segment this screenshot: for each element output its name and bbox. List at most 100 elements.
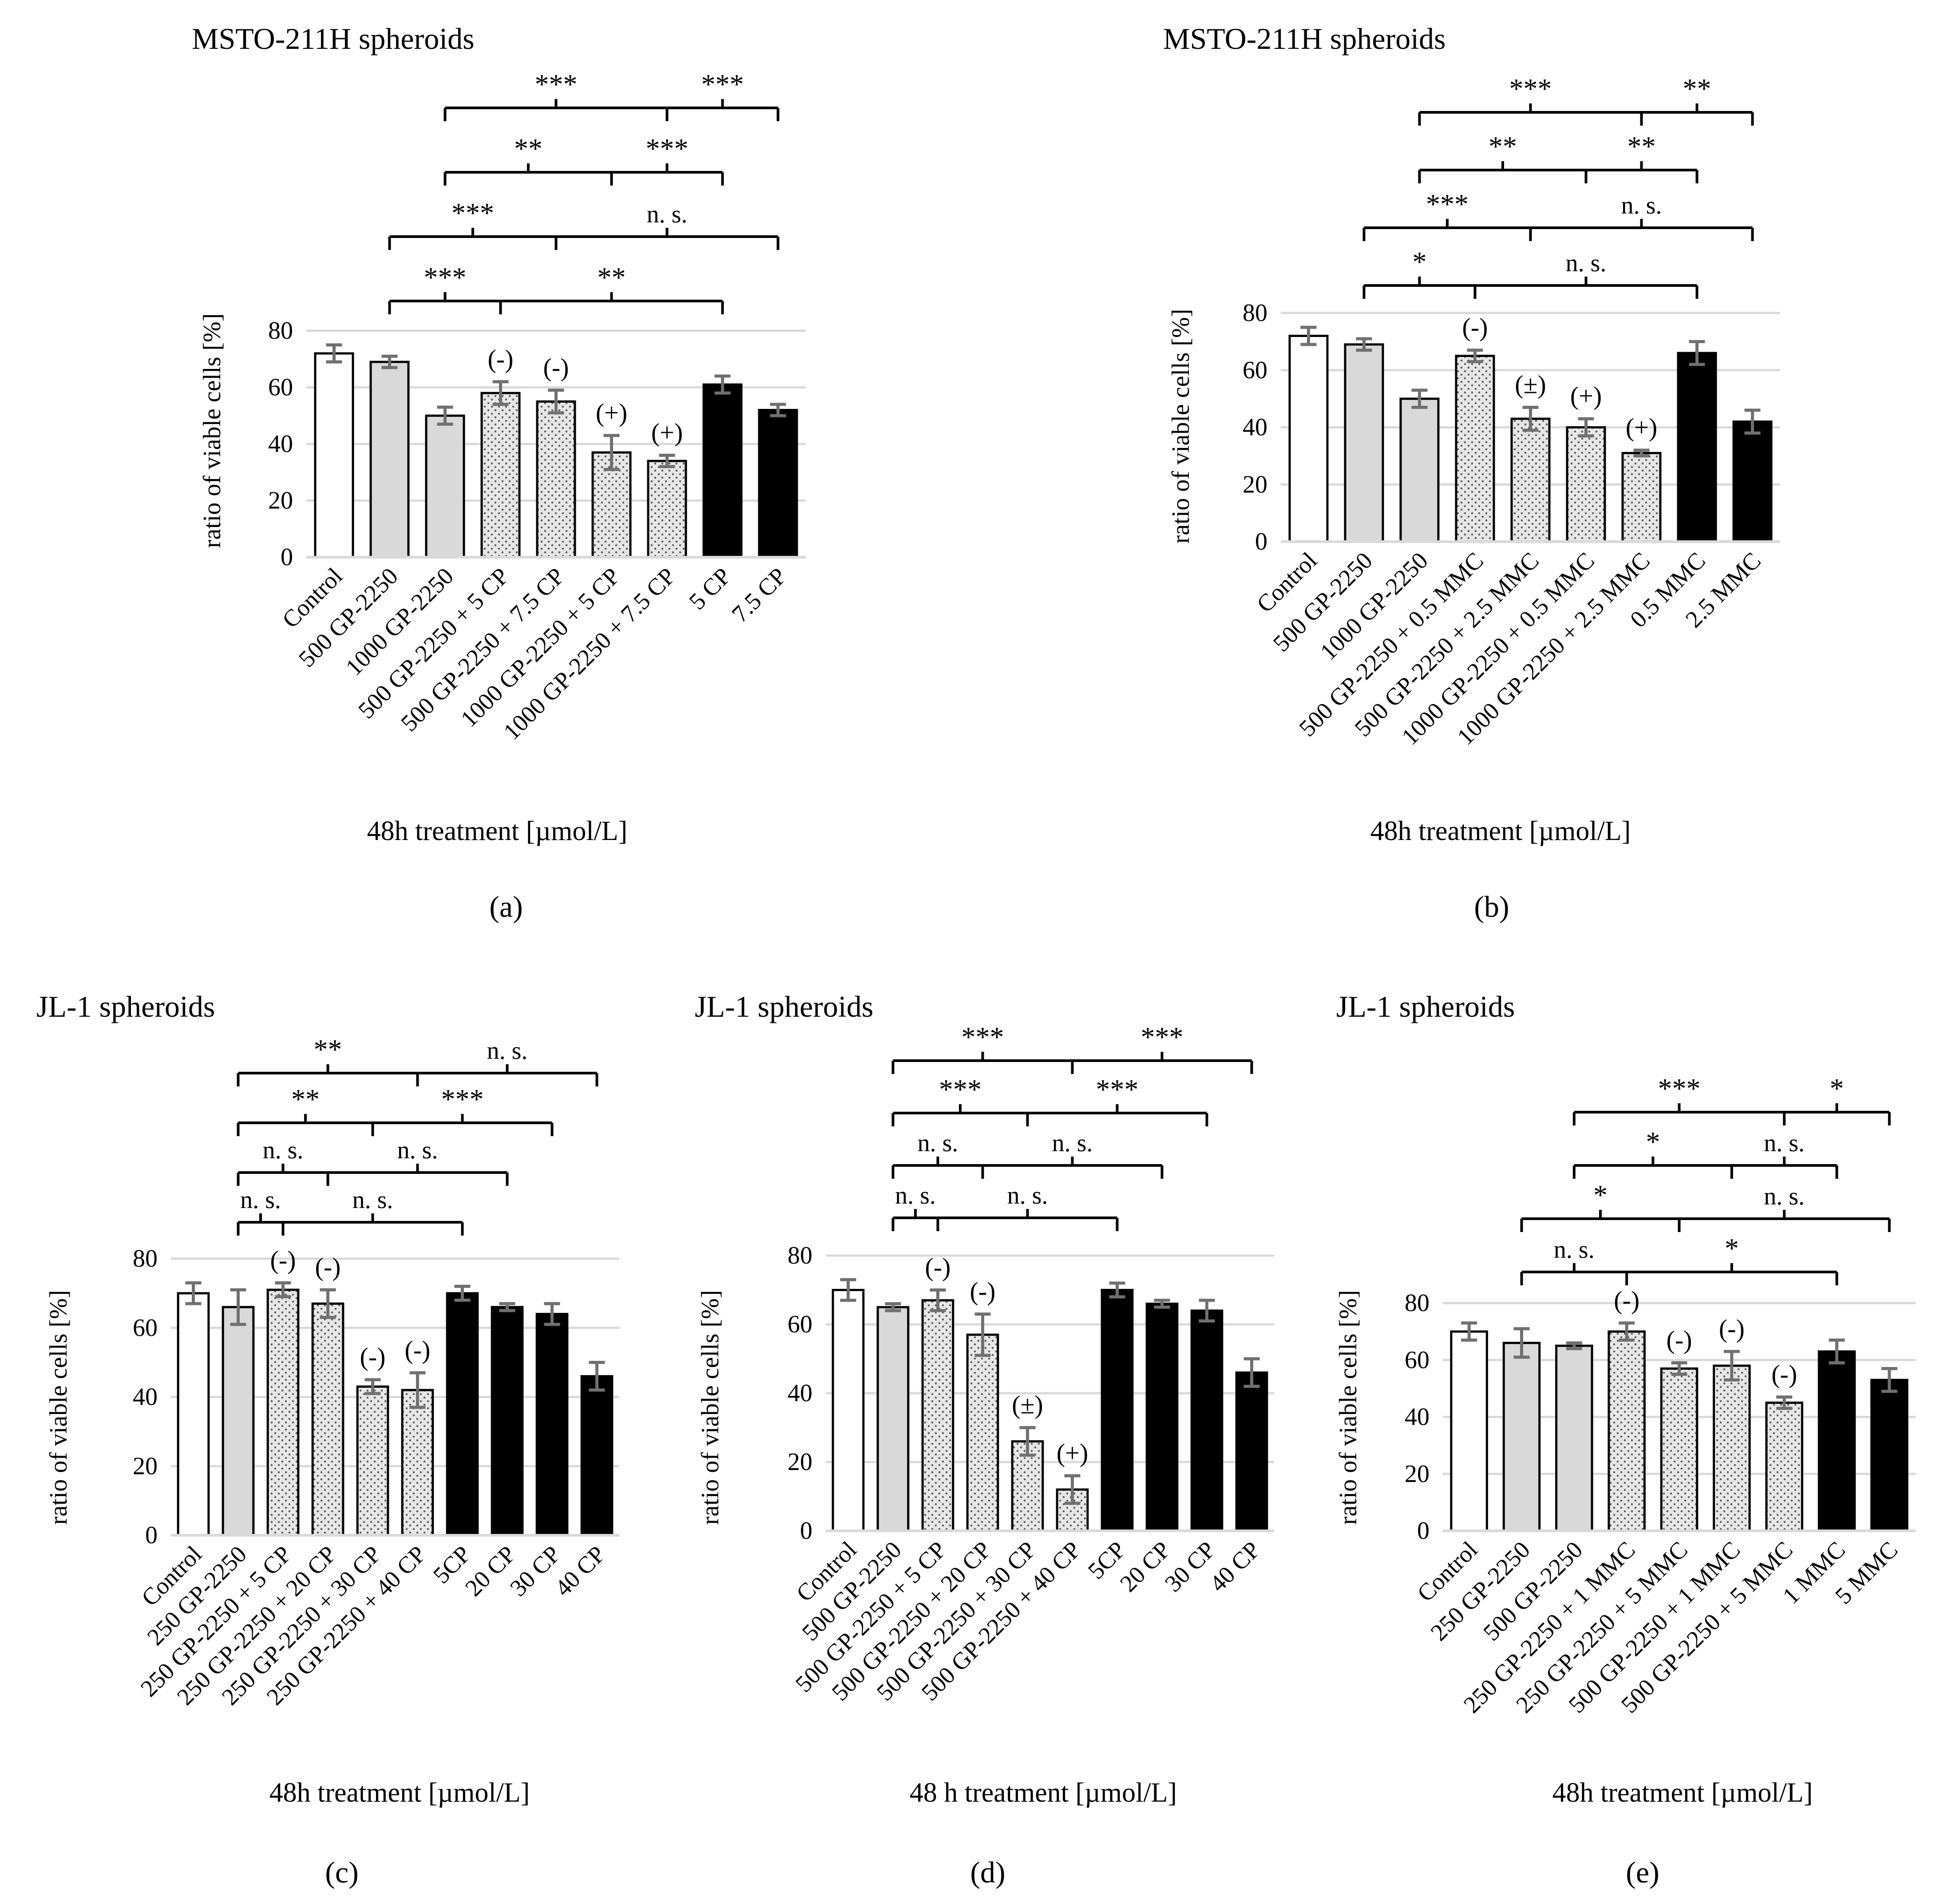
significance-label: ** <box>1489 131 1517 162</box>
error-bar <box>1064 1474 1081 1505</box>
y-axis-label: ratio of viable cells [%] <box>1167 309 1195 544</box>
error-bar <box>840 1278 856 1302</box>
bar-annotation: (-) <box>1719 1314 1745 1343</box>
bar-annotation: (+) <box>651 418 683 447</box>
significance-label: ** <box>1627 131 1656 162</box>
bar <box>314 352 354 559</box>
significance-bracket <box>1362 219 1754 241</box>
bar <box>222 1306 255 1537</box>
significance-label: n. s. <box>397 1137 438 1164</box>
bar-annotation: (-) <box>488 345 514 373</box>
x-axis-label: 48h treatment [µmol/L] <box>367 816 628 846</box>
significance-bracket <box>1520 1210 1891 1232</box>
bar-annotation: (±) <box>1012 1391 1043 1419</box>
significance-label: * <box>1413 246 1427 277</box>
error-bar <box>1776 1395 1793 1410</box>
y-tick-label: 80 <box>1243 299 1267 327</box>
error-bar <box>974 1312 991 1357</box>
significance-label: *** <box>646 133 689 164</box>
bar <box>1870 1379 1909 1532</box>
significance-bracket <box>891 1157 1164 1179</box>
y-tick-label: 60 <box>1243 357 1267 384</box>
error-bar <box>1356 337 1372 352</box>
bar <box>966 1333 999 1532</box>
error-bar <box>275 1281 291 1299</box>
error-bar <box>1461 1321 1477 1342</box>
error-bar <box>1744 408 1761 435</box>
category-label: 20 CP <box>1115 1536 1176 1597</box>
significance-bracket <box>237 1114 554 1136</box>
bar-annotation: (-) <box>970 1277 996 1306</box>
bar <box>1566 426 1606 543</box>
bar <box>1660 1367 1699 1532</box>
bar <box>1713 1364 1751 1532</box>
y-tick-label: 80 <box>268 317 293 345</box>
significance-label: *** <box>1658 1073 1701 1104</box>
bar-annotation: (-) <box>360 1343 386 1371</box>
bar <box>425 414 465 559</box>
bar <box>1288 335 1329 543</box>
significance-label: n. s. <box>1566 250 1607 277</box>
chart-title: JL-1 spheroids <box>36 990 215 1023</box>
panel-label: (b) <box>1474 890 1509 923</box>
y-tick-label: 20 <box>133 1452 158 1480</box>
significance-label: *** <box>1509 73 1552 104</box>
bar-annotation: (-) <box>1614 1286 1639 1315</box>
significance-label: * <box>1593 1179 1608 1211</box>
significance-label: ** <box>291 1083 320 1115</box>
significance-bracket <box>237 1164 509 1186</box>
bar <box>1145 1303 1179 1532</box>
bar-annotation: (+) <box>596 398 627 427</box>
significance-label: n. s. <box>1052 1129 1093 1157</box>
significance-label: ** <box>514 133 542 164</box>
y-tick-label: 60 <box>788 1311 812 1338</box>
bar <box>1450 1330 1488 1532</box>
y-tick-label: 0 <box>145 1522 158 1549</box>
y-tick-label: 0 <box>1417 1517 1429 1545</box>
significance-bracket <box>1418 103 1754 126</box>
bar <box>1510 417 1551 543</box>
significance-label: n. s. <box>918 1129 958 1157</box>
y-tick-label: 0 <box>1255 528 1267 555</box>
bar <box>1555 1344 1593 1532</box>
bar <box>446 1292 479 1537</box>
significance-bracket <box>388 228 780 250</box>
significance-bracket <box>891 1052 1253 1074</box>
error-bar <box>1467 349 1483 363</box>
significance-label: n. s. <box>487 1037 528 1065</box>
error-bar <box>1522 405 1539 432</box>
x-axis-label: 48 h treatment [µmol/L] <box>910 1778 1177 1808</box>
bar-annotation: (-) <box>543 353 569 382</box>
error-bar <box>1109 1281 1125 1299</box>
significance-bracket <box>237 1064 598 1086</box>
error-bar <box>659 454 675 468</box>
bar <box>1101 1289 1134 1532</box>
bar-annotation: (+) <box>1570 381 1602 410</box>
panel-label: (c) <box>325 1855 358 1889</box>
bar <box>480 392 521 559</box>
error-bar <box>1633 448 1650 458</box>
bar <box>369 361 410 559</box>
bar-annotation: (-) <box>1771 1360 1797 1389</box>
y-tick-label: 40 <box>1405 1403 1429 1431</box>
bar-annotation: (-) <box>925 1253 951 1282</box>
significance-label: *** <box>535 68 578 100</box>
significance-bracket <box>1418 161 1699 183</box>
y-tick-label: 20 <box>1405 1460 1429 1488</box>
error-bar <box>492 380 509 406</box>
bar <box>311 1302 344 1537</box>
error-bar <box>714 374 731 395</box>
bar <box>1677 352 1717 543</box>
significance-label: ** <box>314 1034 342 1065</box>
category-label: 40 CP <box>550 1541 610 1601</box>
x-axis-label: 48h treatment [µmol/L] <box>1370 816 1631 846</box>
error-bar <box>326 343 342 364</box>
significance-label: n. s. <box>263 1137 304 1164</box>
chart-title: JL-1 spheroids <box>695 990 873 1023</box>
error-bar <box>1578 417 1594 438</box>
chart-title: MSTO-211H spheroids <box>1163 22 1446 55</box>
significance-bracket <box>891 1104 1208 1126</box>
bar <box>702 383 743 559</box>
y-tick-label: 60 <box>268 374 293 401</box>
